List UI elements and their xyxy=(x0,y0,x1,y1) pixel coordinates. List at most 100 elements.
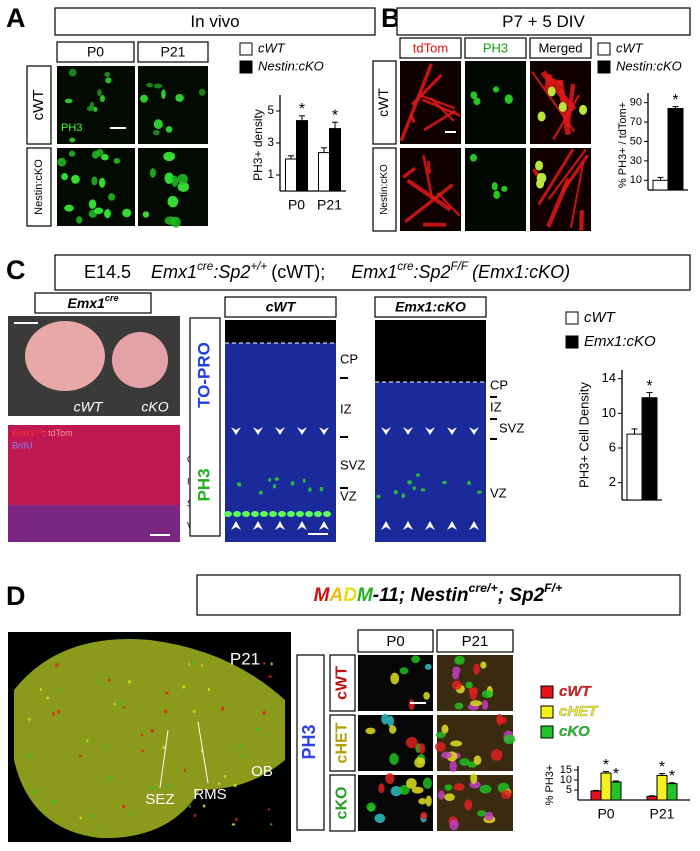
label-box xyxy=(399,37,462,59)
cell xyxy=(91,176,98,186)
cell xyxy=(149,168,157,178)
cell xyxy=(454,702,464,710)
legend-label: cHET xyxy=(559,703,599,720)
label: In vivo xyxy=(190,12,239,31)
label-part: (Emx1:cKO) xyxy=(472,262,570,282)
arrowhead xyxy=(381,427,391,435)
cell xyxy=(268,477,272,482)
cell xyxy=(198,88,206,96)
y-tick-label: 1 xyxy=(267,167,274,181)
cell xyxy=(165,691,169,695)
cell xyxy=(105,745,108,749)
label-box xyxy=(464,37,527,59)
cell xyxy=(537,111,546,122)
arrowhead xyxy=(425,521,435,530)
cell xyxy=(469,153,478,162)
label-box xyxy=(396,7,691,36)
cell xyxy=(470,700,482,707)
cell xyxy=(381,713,389,725)
label-box xyxy=(26,65,52,145)
cell xyxy=(163,151,176,162)
cell xyxy=(69,137,76,143)
cell xyxy=(274,477,280,481)
cell xyxy=(68,150,76,157)
cell xyxy=(536,178,545,189)
cell xyxy=(454,655,465,665)
cell xyxy=(435,741,446,752)
cell xyxy=(374,813,386,823)
cell xyxy=(183,768,186,773)
significance-star: * xyxy=(332,107,338,124)
cell xyxy=(501,185,508,192)
cell xyxy=(122,706,126,709)
label: BrdU xyxy=(12,440,33,450)
cell xyxy=(108,193,116,201)
label: RMS xyxy=(193,786,226,803)
cell xyxy=(220,706,225,711)
label: cHET xyxy=(334,722,351,763)
cell xyxy=(127,680,132,684)
y-tick-label: 6 xyxy=(609,439,616,454)
cell xyxy=(153,119,163,130)
label-part: cre xyxy=(197,260,214,273)
cell xyxy=(480,661,487,669)
cell xyxy=(420,488,426,492)
cell xyxy=(64,98,73,104)
legend-swatch xyxy=(565,335,579,349)
cell xyxy=(101,153,109,161)
cell xyxy=(55,663,59,667)
arrowhead xyxy=(231,521,241,530)
legend-swatch xyxy=(540,685,554,699)
label-box xyxy=(189,317,221,537)
pointer xyxy=(159,729,169,789)
y-tick-label: 10 xyxy=(560,774,572,786)
cell xyxy=(92,150,100,159)
cell xyxy=(238,744,243,748)
cell xyxy=(579,104,588,115)
cell xyxy=(57,157,67,167)
label-box xyxy=(436,629,514,653)
legend-label: cKO xyxy=(559,723,590,740)
cell xyxy=(490,749,503,761)
y-axis-label: PH3+ Cell Density xyxy=(576,382,591,488)
bar xyxy=(666,783,678,801)
label: PH3 xyxy=(299,724,319,759)
fiber xyxy=(423,109,457,132)
label-part: F/F xyxy=(451,260,469,273)
cell xyxy=(167,195,179,208)
fiber xyxy=(402,166,417,179)
label: Emx1cre xyxy=(67,293,118,310)
cell xyxy=(161,746,166,749)
label: VZ xyxy=(340,488,357,503)
cell xyxy=(424,663,432,670)
cell xyxy=(278,511,286,517)
cell xyxy=(269,823,273,826)
arrowhead xyxy=(275,427,285,435)
bar xyxy=(656,774,668,801)
fiber xyxy=(436,192,461,217)
label-box xyxy=(56,41,135,63)
label: PH3 xyxy=(483,40,508,55)
cell xyxy=(150,729,155,733)
cell xyxy=(104,208,112,219)
cell xyxy=(177,181,190,192)
cell xyxy=(142,211,150,218)
cell xyxy=(188,805,192,808)
label: E14.5 Emx1cre:Sp2+/+ (cWT); Emx1cre:Sp2F/F(… xyxy=(84,260,570,282)
cell xyxy=(484,811,494,821)
cell xyxy=(450,740,463,747)
cell xyxy=(120,702,123,706)
cell xyxy=(51,799,56,804)
cell xyxy=(193,813,197,818)
label: cKO xyxy=(141,399,168,415)
label-box xyxy=(529,37,592,59)
cell xyxy=(208,687,211,692)
arrowhead xyxy=(253,427,263,435)
cell xyxy=(171,175,179,188)
cell xyxy=(305,511,313,517)
cell xyxy=(390,672,400,685)
label-part: F/+ xyxy=(544,581,562,595)
cell xyxy=(96,825,99,828)
cell xyxy=(418,743,426,754)
cell xyxy=(492,86,500,93)
